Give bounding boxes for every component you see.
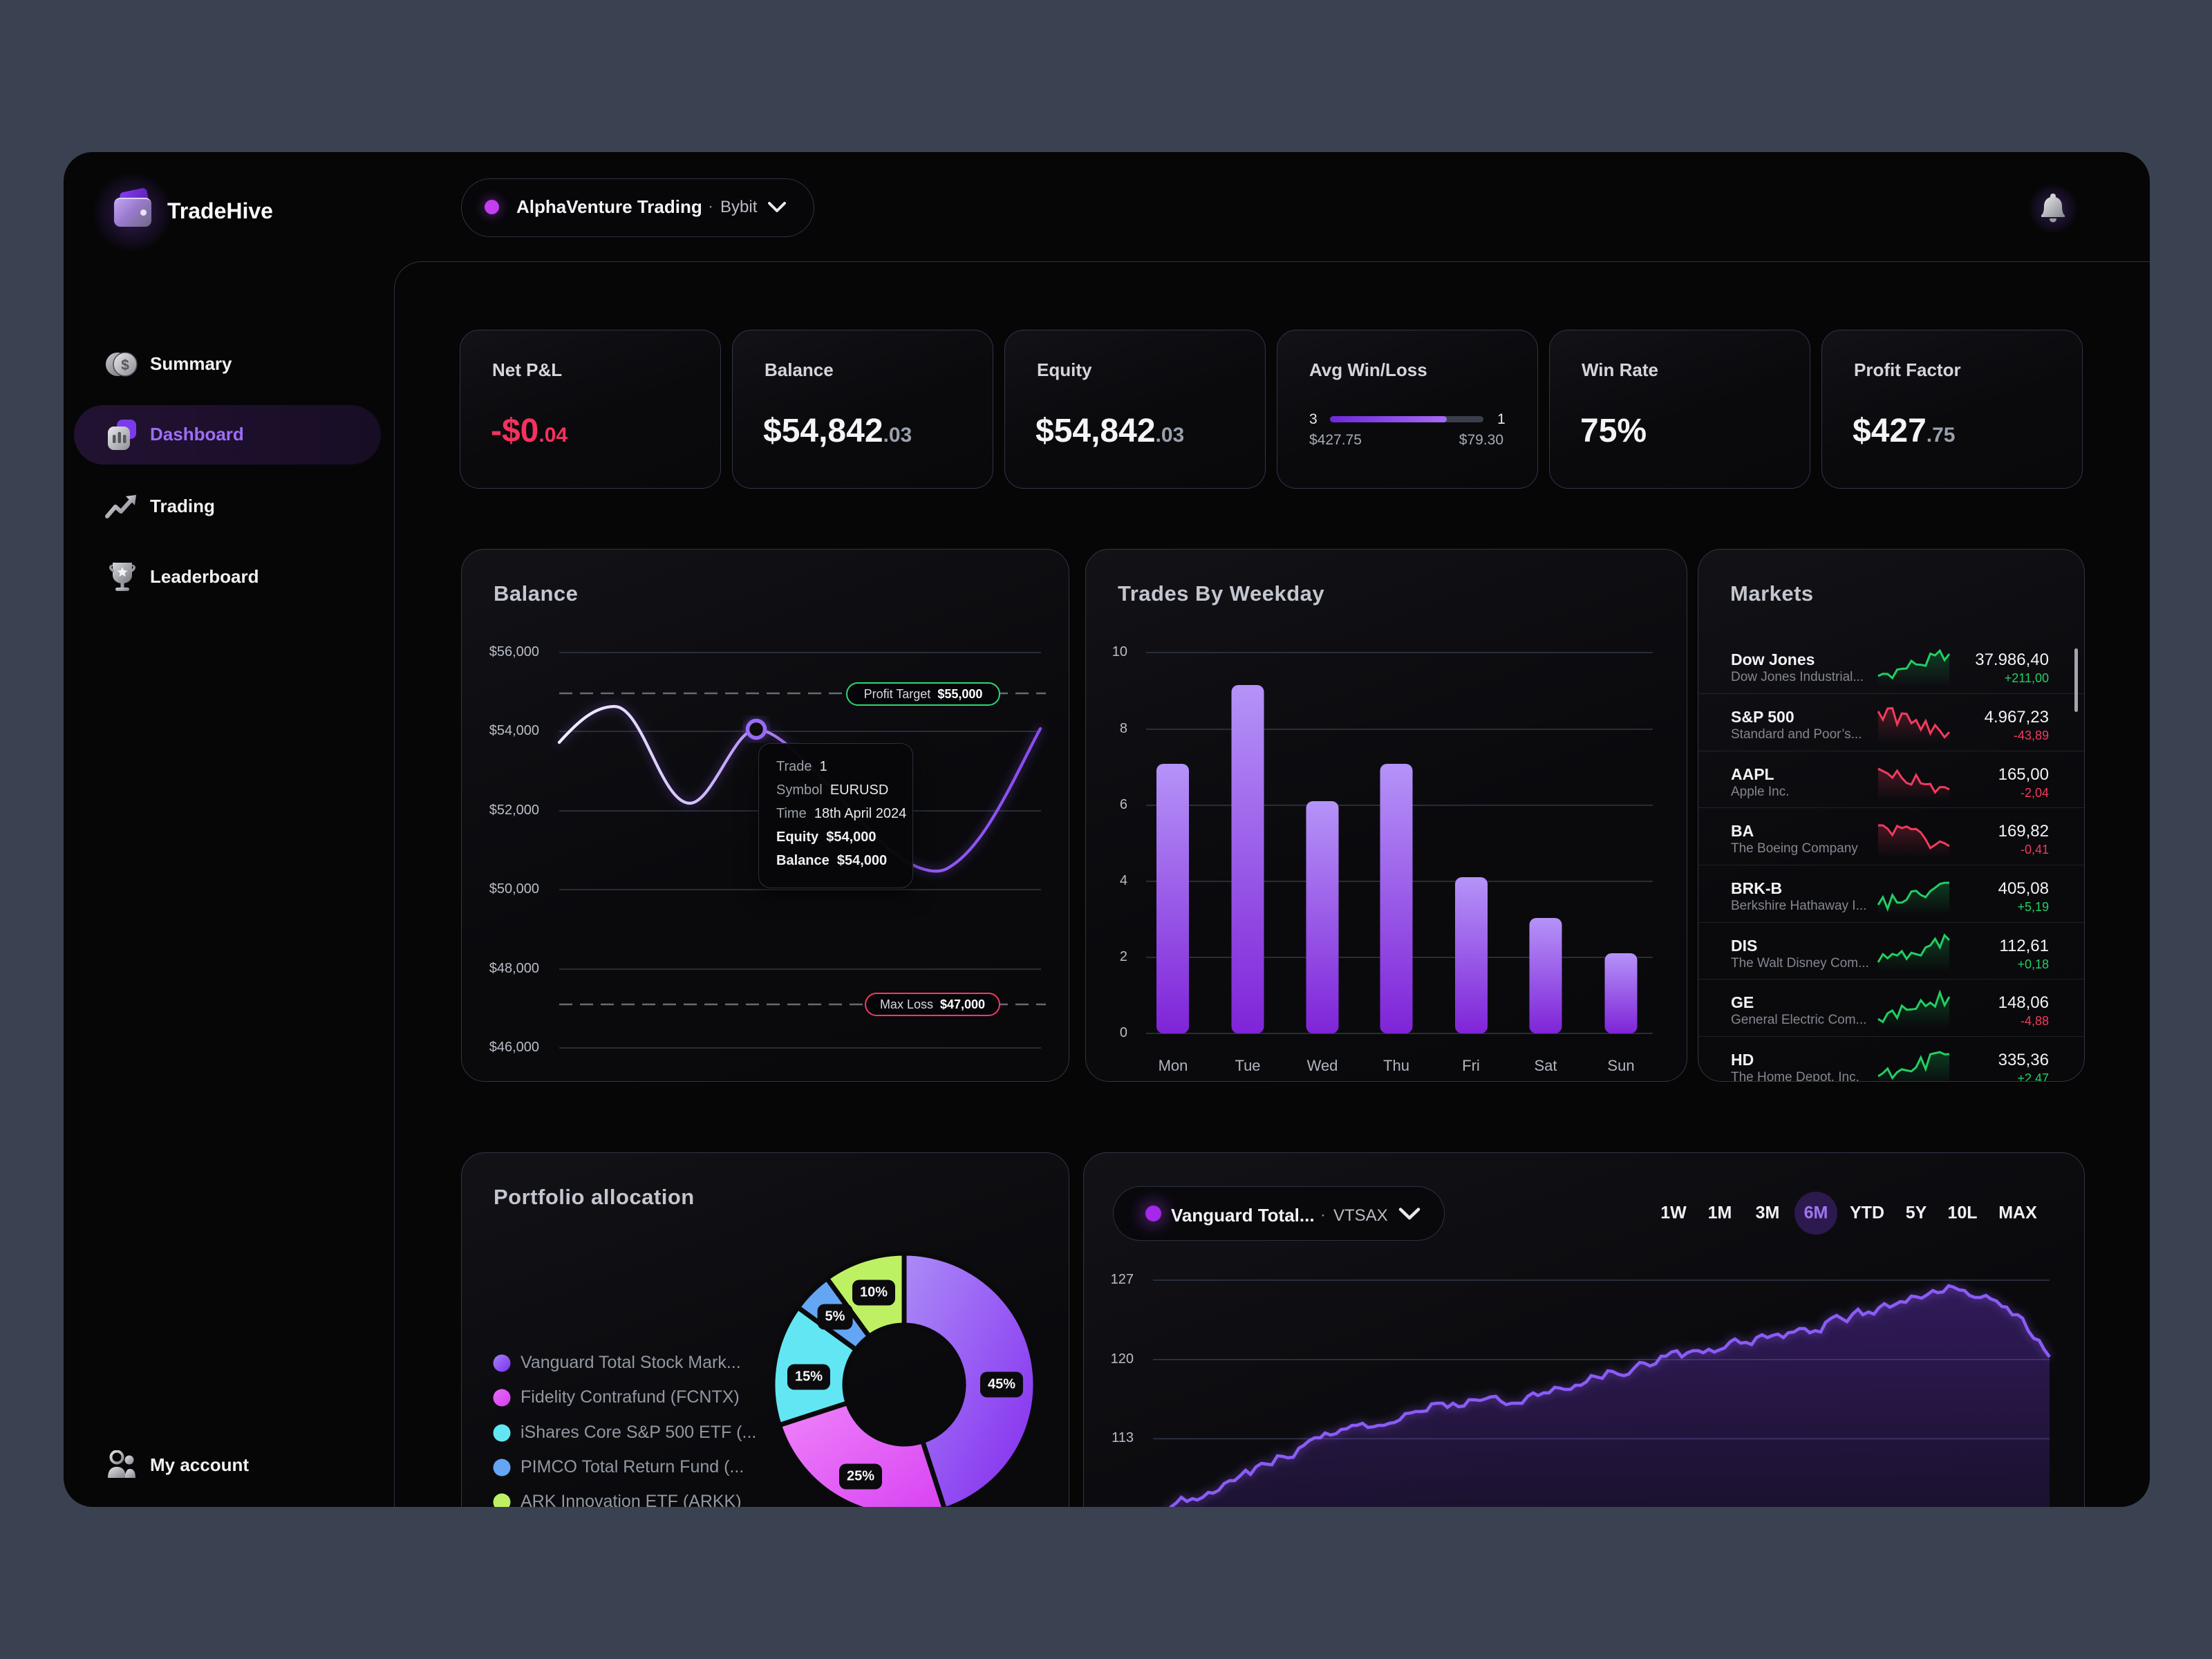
svg-text:$: $ bbox=[121, 357, 129, 373]
